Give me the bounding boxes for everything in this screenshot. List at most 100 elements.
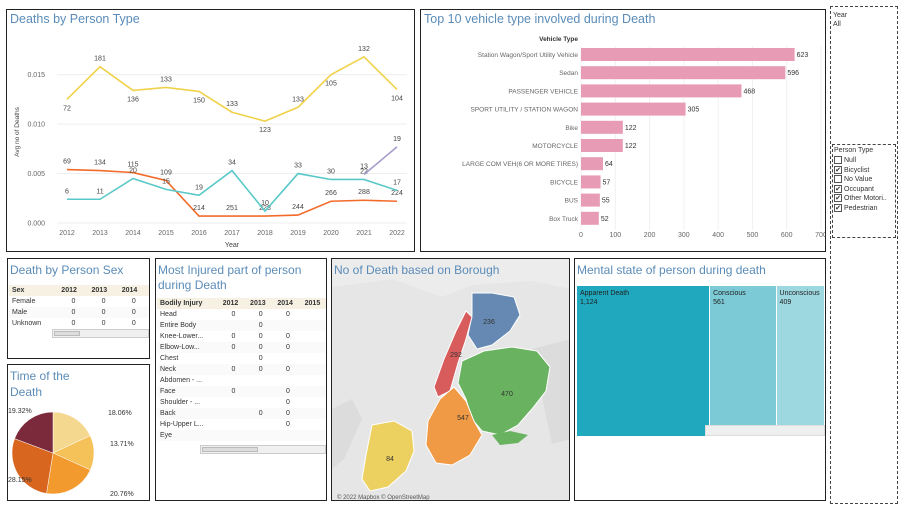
vehicle-bar[interactable] [581,120,623,134]
injury-table-row[interactable]: Face 0 0 [157,386,326,397]
injury-table-row[interactable]: Elbow-Low... 0 0 0 [157,342,326,353]
person-type-option-label: No Value [844,176,873,183]
person-type-option[interactable]: ✔ Pedestrian [834,203,896,214]
vehicle-bar[interactable] [581,102,686,116]
table-cell: 0 [231,333,236,340]
column-header[interactable]: 2015 [301,298,326,309]
treemap-cell[interactable]: Unconscious 409 [776,286,824,425]
injury-table-row[interactable]: Shoulder - ... 0 [157,397,326,408]
table-cell: 0 [286,421,290,428]
x-tick-label: 200 [644,232,656,239]
pie-slice[interactable] [14,411,54,454]
table-cell [247,419,274,430]
category-label: SPORT UTILITY / STATION WAGON [470,107,578,114]
injury-table-row[interactable]: Head 0 0 0 [157,309,326,320]
sex-table-row[interactable]: Female 0 0 0 [9,296,149,307]
x-tick-label: 400 [712,232,724,239]
series-line-occupant[interactable] [66,55,398,122]
column-header[interactable]: 2012 [58,285,89,296]
treemap-cell[interactable]: Conscious 561 [710,286,776,425]
table-cell: 0 [286,344,290,351]
injured-part-panel: Most Injured part of person during Death… [155,258,327,501]
pie-slice[interactable] [52,411,91,454]
category-label: Station Wagon/Sport Utility Vehicle [478,52,579,59]
pie-slice[interactable] [46,452,91,495]
column-header[interactable]: 2013 [247,298,275,309]
table-cell: 0 [258,410,263,417]
column-header[interactable]: 2014 [274,298,302,309]
person-type-option[interactable]: Null [834,156,896,166]
data-label: 17 [393,179,401,186]
column-header[interactable]: Bodily Injury [157,298,220,309]
vehicle-bar[interactable] [581,66,786,80]
person-type-option[interactable]: ✔ Other Motori.. [834,194,896,204]
vehicle-bar[interactable] [581,139,623,152]
column-header[interactable]: 2013 [88,285,119,296]
row-label: Male [12,309,28,316]
series-line-other-motorist[interactable] [363,146,398,176]
injury-table-row[interactable]: Back 0 0 [157,408,326,419]
borough-panel: No of Death based on Borough 236 292 470… [331,258,570,501]
vehicle-bar[interactable] [581,211,599,225]
person-type-filter-label: Person Type [834,147,874,154]
series-line-bicyclist[interactable] [66,168,398,217]
injury-table-row[interactable]: Neck 0 0 0 [157,364,326,375]
person-type-option[interactable]: No Value [834,175,896,185]
sex-table-scrollbar[interactable] [52,329,149,338]
pie-slice[interactable] [11,438,54,494]
injury-table-scrollbar[interactable] [200,445,326,454]
table-cell [302,309,326,320]
person-type-option[interactable]: ✔ Bicyclist [834,165,896,176]
checkbox[interactable]: ✔ [834,165,842,174]
year-filter-value[interactable]: All [833,21,841,28]
injury-table-row[interactable]: Chest 0 [157,353,326,364]
checkbox[interactable]: ✔ [834,203,842,212]
vehicle-bar[interactable] [581,84,742,98]
injury-table-row[interactable]: Eye [157,430,326,441]
injury-table-row[interactable]: Knee-Lower... 0 0 0 [157,331,326,342]
data-label: 244 [292,204,304,211]
treemap-cell-value: 409 [779,299,792,306]
mental-state-treemap[interactable]: Apparent Death 1,124 Conscious 561 Unconscio… [577,286,825,436]
year-filter-label: Year [833,12,848,19]
injury-table-scroll-thumb[interactable] [202,447,258,452]
manhattan-region[interactable] [433,310,473,398]
injury-table-row[interactable]: Abdomen - ... [157,375,326,386]
vehicle-bar[interactable] [581,48,795,61]
treemap-cell[interactable]: Apparent Death 1,124 [577,286,710,436]
data-label: 72 [63,105,71,112]
table-cell: 0 [101,309,106,316]
bar-value-label: 52 [601,216,609,223]
table-cell: 0 [286,388,290,395]
table-cell [302,353,326,364]
column-header[interactable]: 2012 [219,298,248,309]
checkbox[interactable] [834,156,842,165]
staten-island-region[interactable] [361,420,415,492]
time-pie-chart[interactable]: 18.06% 13.71% 20.76% 28.15% 19.32% [8,365,150,501]
brooklyn-region[interactable] [425,386,483,466]
borough-map[interactable]: 236 292 470 547 84 © 2022 Mapbox © OpenS… [332,259,570,501]
vehicle-bar[interactable] [581,175,601,189]
sex-table-row[interactable]: Unknown 0 0 0 [9,318,149,329]
data-label: 6 [65,188,69,195]
vehicle-bar[interactable] [581,193,600,207]
column-header[interactable]: Sex [9,285,59,296]
checkbox[interactable] [834,175,842,184]
sex-table-scroll-thumb[interactable] [54,331,80,336]
checkbox[interactable]: ✔ [834,184,842,193]
table-cell [302,430,326,441]
vehicle-bar-chart[interactable]: Vehicle Type 0 100 200 300 400 500 600 700 Statio… [421,10,826,252]
vehicle-bar[interactable] [581,157,603,171]
checkbox[interactable]: ✔ [834,194,842,203]
injury-table-row[interactable]: Hip-Upper L... 0 [157,419,326,430]
bronx-label: 236 [483,319,495,326]
column-header[interactable]: 2014 [118,285,149,296]
data-label: 251 [226,205,238,212]
category-label: Box Truck [549,216,579,223]
person-type-option[interactable]: ✔ Occupant [834,184,896,195]
injury-table-row[interactable]: Entire Body 0 [157,320,326,331]
series-line-pedestrian[interactable] [67,169,398,213]
sex-table-row[interactable]: Male 0 0 0 [9,307,149,318]
data-label: 181 [94,56,106,63]
